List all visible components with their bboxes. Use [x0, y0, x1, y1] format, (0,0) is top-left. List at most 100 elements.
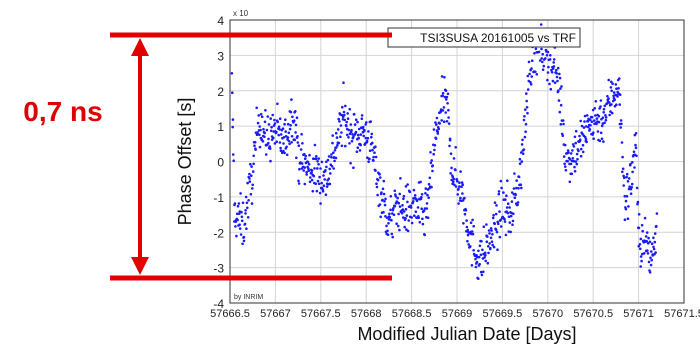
data-point — [371, 148, 374, 152]
data-point — [419, 180, 422, 184]
data-point — [497, 190, 501, 193]
data-point — [450, 166, 453, 170]
data-point — [283, 151, 286, 155]
data-point — [522, 118, 526, 122]
data-point — [337, 117, 341, 121]
data-point — [379, 176, 382, 179]
y-tick-label: 2 — [217, 85, 224, 99]
data-point — [287, 131, 291, 135]
data-point — [310, 178, 314, 182]
data-point — [315, 155, 318, 158]
legend: TSI3SUSA 20161005 vs TRF — [387, 27, 581, 48]
data-point — [634, 143, 637, 147]
data-point — [559, 123, 563, 126]
data-point — [343, 113, 346, 117]
y-tick-label: -2 — [213, 226, 224, 240]
data-point — [641, 229, 644, 233]
data-point — [639, 265, 642, 268]
data-point — [402, 210, 406, 213]
data-point — [649, 256, 652, 260]
data-point — [650, 242, 654, 245]
data-point — [239, 192, 242, 195]
data-point — [231, 153, 235, 156]
data-point — [557, 89, 560, 92]
data-point — [290, 98, 293, 101]
data-point — [490, 240, 494, 243]
data-point — [252, 154, 255, 158]
data-point — [574, 141, 577, 145]
data-point — [247, 199, 250, 202]
data-point — [406, 183, 409, 186]
data-point — [431, 164, 435, 167]
data-point — [525, 99, 528, 103]
data-point — [509, 230, 512, 234]
data-point — [530, 75, 533, 78]
data-point — [461, 183, 465, 186]
data-point — [475, 255, 479, 259]
data-point — [503, 220, 507, 223]
data-point — [591, 108, 595, 112]
x-tick-label: 57670 — [533, 308, 564, 320]
data-point — [555, 72, 558, 75]
data-point — [246, 216, 250, 219]
data-point — [540, 47, 543, 51]
data-point — [562, 122, 565, 126]
data-point — [259, 128, 262, 132]
data-point — [558, 110, 562, 114]
data-point — [342, 110, 346, 114]
data-point — [469, 221, 473, 224]
data-point — [421, 217, 424, 221]
data-point — [550, 71, 554, 74]
data-point — [328, 182, 332, 186]
data-point — [384, 215, 387, 218]
data-point — [526, 74, 530, 78]
data-point — [494, 212, 498, 216]
data-point — [581, 143, 585, 147]
data-point — [380, 191, 383, 194]
data-point — [649, 263, 653, 267]
data-point — [626, 217, 630, 220]
data-point — [645, 239, 648, 243]
data-point — [460, 181, 464, 184]
data-point — [637, 245, 640, 248]
data-point — [556, 79, 559, 83]
data-point — [632, 150, 636, 154]
data-point — [275, 140, 279, 143]
data-point — [249, 192, 253, 196]
data-point — [354, 118, 358, 121]
data-point — [639, 255, 643, 258]
data-point — [483, 251, 487, 255]
data-point — [600, 137, 604, 141]
data-point — [413, 194, 417, 197]
data-point — [352, 135, 355, 138]
data-point — [470, 264, 474, 267]
data-point — [444, 111, 448, 114]
data-point — [573, 169, 577, 173]
data-point — [499, 218, 503, 222]
data-point — [620, 122, 623, 126]
data-point — [430, 185, 433, 189]
data-point — [569, 152, 573, 155]
data-point — [232, 159, 235, 162]
data-point — [627, 177, 631, 180]
y-axis-label: Phase Offset [s] — [175, 98, 195, 226]
data-point — [608, 101, 611, 104]
data-point — [534, 70, 537, 74]
data-point — [376, 193, 379, 197]
data-point — [330, 165, 334, 168]
data-point — [378, 203, 382, 206]
data-point — [437, 127, 441, 131]
data-point — [278, 128, 281, 131]
data-point — [230, 72, 234, 75]
data-point — [365, 121, 368, 124]
data-point — [337, 141, 341, 145]
x-tick-label: 57671.5 — [664, 308, 700, 320]
data-point — [602, 111, 605, 114]
range-annotation — [110, 32, 392, 281]
data-point — [340, 144, 344, 148]
data-point — [359, 133, 363, 136]
data-point — [460, 185, 463, 188]
data-point — [294, 131, 297, 134]
data-point — [513, 196, 517, 199]
